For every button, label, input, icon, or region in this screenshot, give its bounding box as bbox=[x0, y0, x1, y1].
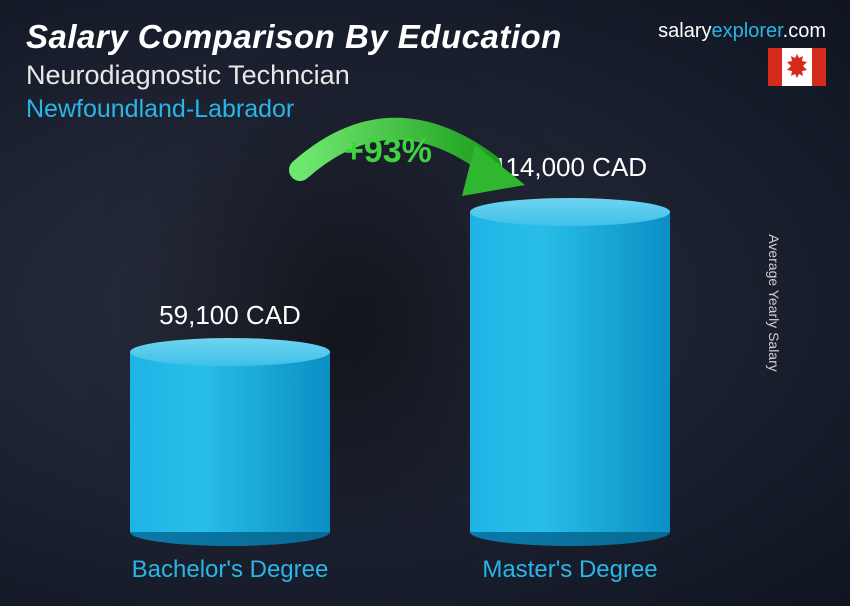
bar-bachelors bbox=[130, 352, 330, 532]
bar-label-bachelors: Bachelor's Degree bbox=[100, 556, 360, 584]
bar-label-masters: Master's Degree bbox=[440, 556, 700, 584]
percentage-increase-badge: +93% bbox=[344, 132, 432, 171]
salary-bar-chart: 59,100 CAD Bachelor's Degree 114,000 CAD… bbox=[0, 0, 850, 606]
bar-value-bachelors: 59,100 CAD bbox=[100, 300, 360, 331]
bar-body bbox=[130, 352, 330, 532]
bar-body bbox=[470, 212, 670, 532]
bar-top-cap bbox=[130, 338, 330, 366]
bar-masters bbox=[470, 212, 670, 532]
